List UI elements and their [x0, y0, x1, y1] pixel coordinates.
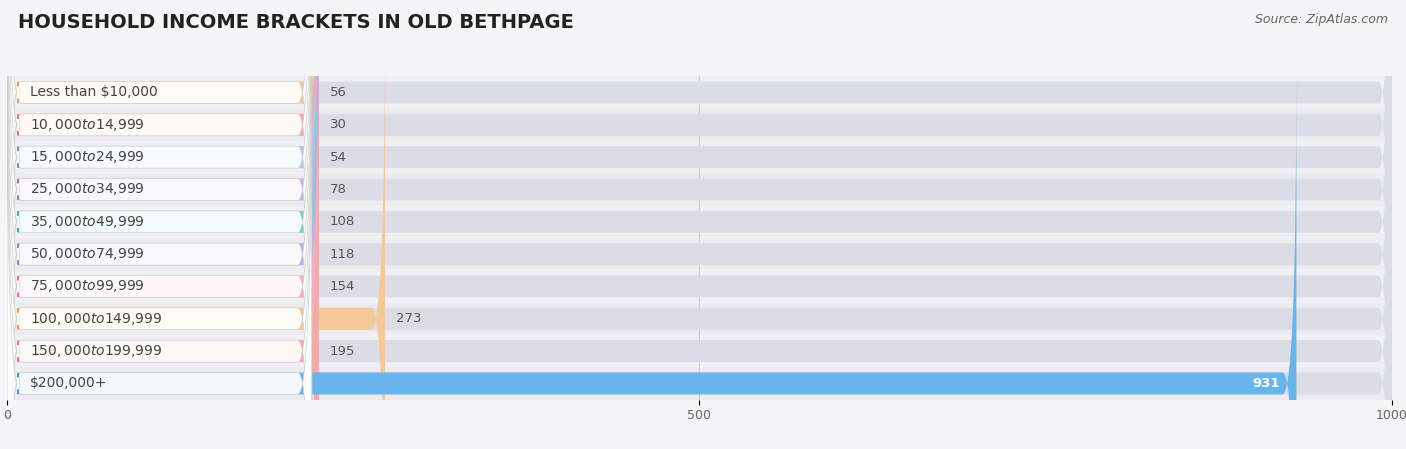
Bar: [7, 173, 1392, 206]
Text: 56: 56: [330, 86, 347, 99]
Bar: [7, 270, 1392, 303]
Text: Source: ZipAtlas.com: Source: ZipAtlas.com: [1254, 13, 1388, 26]
FancyBboxPatch shape: [7, 0, 319, 437]
Text: $100,000 to $149,999: $100,000 to $149,999: [30, 311, 162, 327]
FancyBboxPatch shape: [7, 71, 1392, 449]
FancyBboxPatch shape: [7, 0, 319, 449]
FancyBboxPatch shape: [7, 71, 1296, 449]
Text: 931: 931: [1253, 377, 1279, 390]
FancyBboxPatch shape: [7, 0, 1392, 449]
Text: $35,000 to $49,999: $35,000 to $49,999: [30, 214, 145, 230]
Bar: [7, 206, 1392, 238]
FancyBboxPatch shape: [7, 0, 312, 449]
Bar: [7, 367, 1392, 400]
FancyBboxPatch shape: [7, 0, 319, 449]
Text: $150,000 to $199,999: $150,000 to $199,999: [30, 343, 162, 359]
FancyBboxPatch shape: [7, 0, 1392, 449]
Text: $75,000 to $99,999: $75,000 to $99,999: [30, 278, 145, 295]
Text: 78: 78: [330, 183, 347, 196]
Text: 118: 118: [330, 248, 356, 260]
FancyBboxPatch shape: [7, 0, 312, 449]
Text: $10,000 to $14,999: $10,000 to $14,999: [30, 117, 145, 133]
Text: $200,000+: $200,000+: [30, 376, 107, 391]
Text: $25,000 to $34,999: $25,000 to $34,999: [30, 181, 145, 198]
Bar: [7, 109, 1392, 141]
FancyBboxPatch shape: [7, 0, 319, 449]
FancyBboxPatch shape: [7, 0, 319, 449]
FancyBboxPatch shape: [7, 0, 312, 449]
Bar: [7, 335, 1392, 367]
Text: 54: 54: [330, 151, 347, 163]
Text: $15,000 to $24,999: $15,000 to $24,999: [30, 149, 145, 165]
FancyBboxPatch shape: [7, 71, 312, 449]
FancyBboxPatch shape: [7, 0, 312, 405]
Bar: [7, 238, 1392, 270]
FancyBboxPatch shape: [7, 0, 319, 449]
FancyBboxPatch shape: [7, 6, 385, 449]
FancyBboxPatch shape: [7, 0, 1392, 449]
FancyBboxPatch shape: [7, 0, 319, 405]
Text: 154: 154: [330, 280, 356, 293]
FancyBboxPatch shape: [7, 6, 1392, 449]
Text: 108: 108: [330, 216, 354, 228]
Text: 30: 30: [330, 119, 347, 131]
FancyBboxPatch shape: [7, 6, 312, 449]
Text: $50,000 to $74,999: $50,000 to $74,999: [30, 246, 145, 262]
FancyBboxPatch shape: [7, 0, 1392, 405]
FancyBboxPatch shape: [7, 39, 312, 449]
FancyBboxPatch shape: [7, 0, 1392, 449]
Bar: [7, 303, 1392, 335]
Text: Less than $10,000: Less than $10,000: [30, 85, 157, 100]
FancyBboxPatch shape: [7, 39, 319, 449]
FancyBboxPatch shape: [7, 39, 1392, 449]
Text: 195: 195: [330, 345, 356, 357]
Text: 273: 273: [396, 313, 422, 325]
FancyBboxPatch shape: [7, 0, 1392, 449]
FancyBboxPatch shape: [7, 0, 312, 449]
FancyBboxPatch shape: [7, 0, 1392, 437]
FancyBboxPatch shape: [7, 0, 312, 437]
FancyBboxPatch shape: [7, 0, 312, 449]
Bar: [7, 141, 1392, 173]
Bar: [7, 76, 1392, 109]
Text: HOUSEHOLD INCOME BRACKETS IN OLD BETHPAGE: HOUSEHOLD INCOME BRACKETS IN OLD BETHPAG…: [18, 13, 574, 32]
